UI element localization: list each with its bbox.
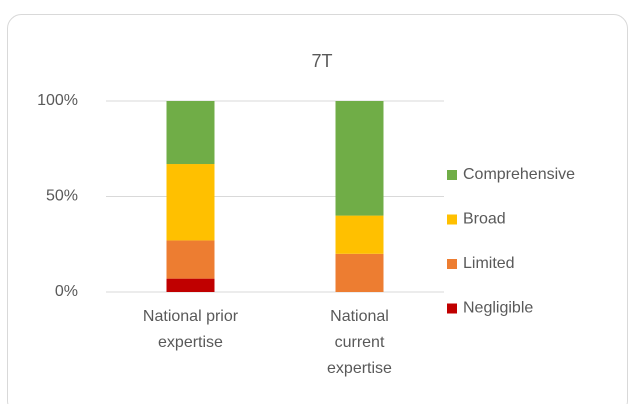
legend-label: Comprehensive [463,166,575,183]
x-tick-label: National current expertise [327,308,392,377]
bar-segment [335,253,384,292]
y-tick-label: 100% [37,92,78,109]
legend-label: Negligible [463,300,533,317]
bar-segment [166,240,215,279]
legend-label: Limited [463,255,515,272]
chart-frame [7,14,628,404]
legend-swatch [447,303,457,314]
legend-label: Broad [463,211,506,228]
bar-segment [335,215,384,254]
x-tick-label: National prior expertise [142,308,239,351]
legend-swatch [447,214,457,225]
chart-title: 7T [311,51,332,71]
x-tick-label-box: National prior expertise [142,308,239,351]
bar-segment [166,101,215,165]
x-tick-label-box: National current expertise [327,308,392,377]
bar-segment [335,101,384,216]
y-tick-label: 50% [46,188,78,205]
bar-segment [166,278,215,292]
legend-swatch [447,259,457,269]
bar-segment [166,164,215,241]
legend-swatch [447,170,457,180]
y-tick-label: 0% [55,283,78,300]
